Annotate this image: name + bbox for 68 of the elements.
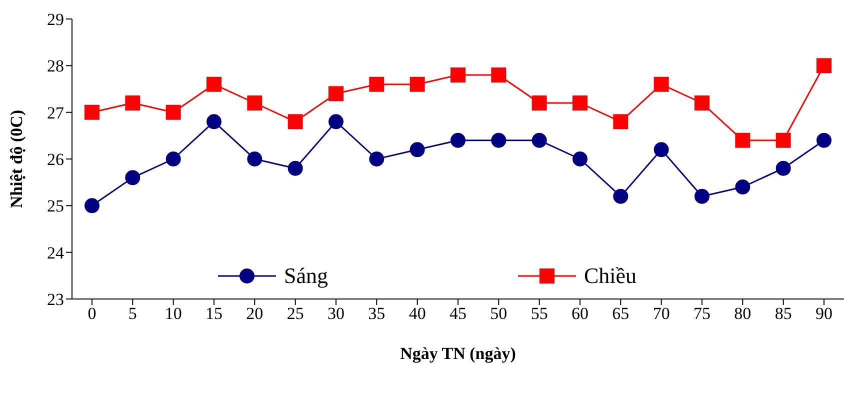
y-tick-label: 24 — [47, 243, 64, 262]
point — [532, 96, 547, 110]
point — [288, 160, 303, 176]
point — [735, 132, 750, 148]
x-tick-label: 60 — [572, 304, 588, 324]
y-tick-label: 25 — [47, 196, 64, 216]
point — [166, 152, 181, 166]
point — [776, 132, 791, 148]
point — [613, 188, 628, 204]
x-tick-label: 40 — [408, 304, 426, 324]
point — [491, 68, 506, 82]
point — [654, 142, 669, 158]
point — [410, 142, 425, 158]
point — [572, 96, 588, 110]
x-tick-label: 35 — [368, 304, 386, 324]
x-tick-label: 65 — [612, 304, 630, 324]
x-tick-label: 30 — [328, 304, 344, 324]
y-tick-label: 28 — [47, 56, 64, 76]
point — [572, 152, 588, 166]
point — [328, 86, 344, 102]
point — [369, 152, 384, 166]
point — [288, 114, 303, 130]
x-tick-label: 55 — [530, 304, 548, 324]
point — [247, 96, 262, 110]
y-axis-title: Nhiệt độ (0C) — [7, 110, 26, 208]
x-tick-label: 50 — [490, 304, 508, 324]
x-tick-label: 20 — [246, 304, 264, 324]
legend-label: Chiều — [584, 263, 637, 289]
point — [816, 58, 832, 74]
y-tick-label: 23 — [47, 290, 64, 310]
point — [125, 96, 140, 110]
x-tick-label: 85 — [774, 304, 792, 324]
point — [694, 96, 710, 110]
point — [410, 76, 425, 92]
point — [166, 104, 181, 120]
y-tick-label: 26 — [47, 150, 64, 170]
point — [776, 160, 791, 176]
x-tick-label: 45 — [450, 304, 466, 324]
point — [613, 114, 628, 130]
point — [491, 132, 506, 148]
x-tick-label: 10 — [164, 304, 182, 324]
y-tick-label: 29 — [47, 10, 64, 30]
y-tick-label: 27 — [47, 103, 64, 122]
x-tick-label: 15 — [206, 304, 222, 324]
x-tick-label: 0 — [88, 304, 96, 324]
point — [206, 76, 222, 92]
point — [84, 104, 100, 120]
point — [654, 76, 669, 92]
x-axis-title: Ngày TN (ngày) — [400, 344, 516, 363]
point — [532, 132, 547, 148]
x-tick-label: 25 — [286, 304, 304, 324]
point — [125, 170, 140, 186]
x-tick-label: 5 — [128, 304, 137, 324]
x-tick-label: 90 — [816, 304, 832, 324]
point — [694, 188, 710, 204]
point — [328, 114, 344, 130]
legend-label: Sáng — [284, 263, 328, 289]
x-tick-label: 80 — [734, 304, 752, 324]
point — [84, 198, 100, 214]
x-tick-label: 70 — [652, 304, 670, 324]
point — [450, 132, 466, 148]
point — [369, 76, 384, 92]
point — [816, 132, 832, 148]
point — [247, 152, 262, 166]
x-tick-label: 75 — [694, 304, 710, 324]
point — [735, 180, 750, 194]
point — [450, 68, 466, 82]
point — [206, 114, 222, 130]
